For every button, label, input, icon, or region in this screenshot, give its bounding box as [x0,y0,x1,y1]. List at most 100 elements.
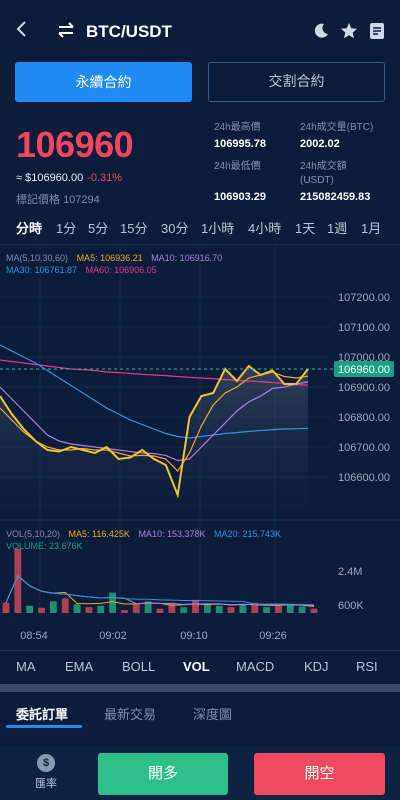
stat-vol-usdt-label-unit: (USDT) [300,175,334,186]
indicator-boll[interactable]: BOLL [122,659,156,674]
volume-bar [14,548,22,613]
tab-delivery[interactable]: 交割合約 [208,62,385,102]
volume-bar [61,598,69,613]
interval-1m[interactable]: 1分 [56,221,77,236]
interval-1w[interactable]: 1週 [327,221,348,236]
price-usd-approx: ≈ $106960.00 -0.31% [16,172,122,184]
price-change-percent: -0.31% [87,172,123,184]
volume-bar [263,607,271,613]
ma-legend: MA(5,10,30,60) MA5: 106936.21 MA10: 1069… [6,252,306,276]
vol-legend: VOL(5,10,20) MA5: 116.425K MA10: 153.378… [6,528,346,552]
order-tabs: 委託訂單 最新交易 深度圖 [0,692,400,748]
ma10-value: MA10: 106916.70 [151,253,223,263]
price-line [0,364,309,499]
vol-params: VOL(5,10,20) [6,529,61,539]
dollar-coin-icon: $ [37,754,55,772]
volume-bar [192,599,199,613]
exchange-rate-button[interactable]: $ 匯率 [22,754,70,791]
interval-time[interactable]: 分時 [16,221,43,236]
trading-pair-title[interactable]: BTC/USDT [86,22,172,41]
stat-vol-usdt: 24h成交額 (USDT) 215082459.83 [300,160,370,204]
ma-params: MA(5,10,30,60) [6,253,69,263]
price-axis-label: 106800.00 [338,412,390,424]
volume-axis-label: 600K [338,600,364,612]
volume-bar [286,604,294,613]
interval-1d[interactable]: 1天 [295,221,316,236]
ma10-line [0,381,309,462]
current-price-tag [334,361,394,377]
indicator-ma[interactable]: MA [16,659,36,674]
interval-15m[interactable]: 15分 [120,221,148,236]
open-long-button[interactable]: 開多 [98,753,228,795]
interval-selector: 分時 1分 5分 15分 30分 1小時 4小時 1天 1週 1月 [0,218,400,242]
stat-low: 24h最低價 106903.29 [214,160,266,204]
volume-bar [2,602,10,613]
volume-bar [251,602,259,613]
indicator-macd[interactable]: MACD [236,659,275,674]
interval-1h[interactable]: 1小時 [201,221,235,236]
swap-icon[interactable] [56,20,78,42]
indicator-kdj[interactable]: KDJ [304,659,329,674]
tab-open-orders[interactable]: 委託訂單 [16,707,69,722]
stat-vol-btc-value: 2002.02 [300,138,340,150]
ma30-line [0,344,309,439]
stat-low-value: 106903.29 [214,191,266,203]
mark-price: 標記價格 107294 [16,191,100,207]
volume-bar [26,605,34,613]
vol-ma20-line [5,574,315,606]
tab-latest-trades[interactable]: 最新交易 [104,707,157,722]
volume-bar [203,604,211,613]
ma60-value: MA60: 106906.05 [85,265,157,275]
price-axis-label: 106700.00 [338,442,390,454]
chevron-left-icon[interactable] [14,18,36,44]
volume-bar [275,605,282,613]
price-axis-label: 106900.00 [338,382,390,394]
interval-4h[interactable]: 4小時 [248,221,282,236]
stat-vol-btc-label: 24h成交量(BTC) [300,122,374,133]
volume-bar [38,607,45,613]
volume-bar [156,608,164,613]
stat-low-label: 24h最低價 [214,161,261,172]
document-icon[interactable] [368,22,386,40]
tab-depth-chart[interactable]: 深度圖 [193,707,233,722]
price-chart[interactable]: 107200.00 107100.00 107000.00 106900.00 1068… [0,245,400,650]
indicator-bar: MA EMA BOLL VOL MACD KDJ RSI [0,650,400,682]
stat-high-value: 106995.78 [214,138,266,150]
time-axis-label: 09:26 [259,630,287,642]
interval-1mo[interactable]: 1月 [361,221,382,236]
price-axis-label: 106600.00 [338,472,390,484]
interval-30m[interactable]: 30分 [161,221,189,236]
mark-price-label: 標記價格 [16,194,60,206]
stat-vol-usdt-value: 215082459.83 [300,191,371,203]
vol-ma10-line [5,574,315,607]
last-price: 106960 [16,124,134,165]
approx-usd-value: ≈ $106960.00 [16,172,84,184]
volume-bar [132,604,140,613]
star-icon[interactable] [340,22,358,40]
chart-canvas[interactable]: 107200.00107100.00107000.00106900.001068… [0,245,400,650]
open-short-button[interactable]: 開空 [254,753,385,795]
stat-high-label: 24h最高價 [214,122,261,133]
volume-bar [310,608,318,613]
interval-5m[interactable]: 5分 [88,221,109,236]
contract-type-tabs: 永續合約 交割合約 [15,62,385,102]
volume-bar [121,610,128,613]
time-axis-label: 08:54 [20,630,48,642]
indicator-ema[interactable]: EMA [65,659,94,674]
indicator-rsi[interactable]: RSI [356,659,378,674]
ma30-value: MA30: 106761.87 [6,265,78,275]
price-axis-label: 107100.00 [338,322,390,334]
stat-high: 24h最高價 106995.78 [214,121,266,151]
moon-icon[interactable] [312,22,330,40]
vol-ma10-value: MA10: 153.378K [138,529,206,539]
current-price-label: 106960.00 [338,364,390,376]
tab-perpetual[interactable]: 永續合約 [15,62,192,102]
ma5-value: MA5: 106936.21 [76,253,143,263]
vol-ma20-value: MA20: 215.743K [214,529,282,539]
time-axis-label: 09:02 [99,630,127,642]
stat-vol-btc: 24h成交量(BTC) 2002.02 [300,121,373,151]
volume-bar [73,604,81,613]
indicator-vol[interactable]: VOL [183,659,210,674]
volume-bar [168,602,176,613]
volume-bar [180,607,188,613]
